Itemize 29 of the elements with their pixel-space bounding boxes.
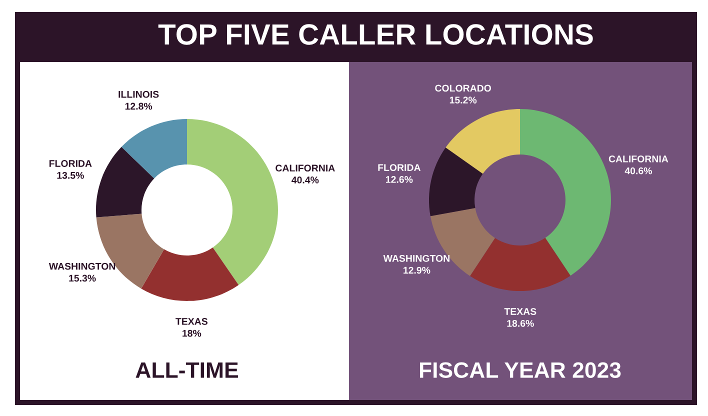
- data-label: 40.4%: [292, 176, 319, 184]
- data-label: 12.8%: [125, 102, 152, 110]
- data-label: 15.2%: [450, 96, 477, 104]
- data-label: 40.6%: [624, 167, 652, 174]
- donut-slice: [429, 148, 483, 216]
- slice-label: CALIFORNIA: [608, 156, 668, 162]
- slice-label: TEXAS: [504, 308, 536, 315]
- donut-slice: [121, 119, 187, 178]
- slice-label: COLORADO: [435, 84, 492, 92]
- data-label: 15.3%: [69, 274, 96, 282]
- data-label: 12.6%: [386, 176, 413, 183]
- donut-slice: [141, 247, 239, 301]
- slice-label: WASHINGTON: [48, 262, 116, 270]
- text: FISCAL YEAR 2023: [420, 362, 621, 378]
- chart-title: TOP FIVE CALLER LOCATIONS: [158, 24, 593, 45]
- data-label: 18%: [182, 330, 202, 337]
- slice-label: FLORIDA: [378, 164, 421, 172]
- data-label: 12.9%: [404, 266, 430, 274]
- slice-label: CALIFORNIA: [276, 164, 335, 172]
- text: ALL-TIME: [136, 362, 238, 378]
- donut-slice: [96, 146, 154, 218]
- donut-slice: [470, 238, 570, 291]
- data-label: 13.5%: [57, 172, 84, 179]
- slice-label: ILLINOIS: [118, 90, 159, 98]
- data-label: 18.6%: [507, 320, 534, 327]
- donut-slice: [446, 109, 520, 174]
- slice-label: WASHINGTON: [383, 254, 450, 262]
- slice-label: TEXAS: [176, 318, 208, 325]
- slice-label: FLORIDA: [49, 160, 92, 167]
